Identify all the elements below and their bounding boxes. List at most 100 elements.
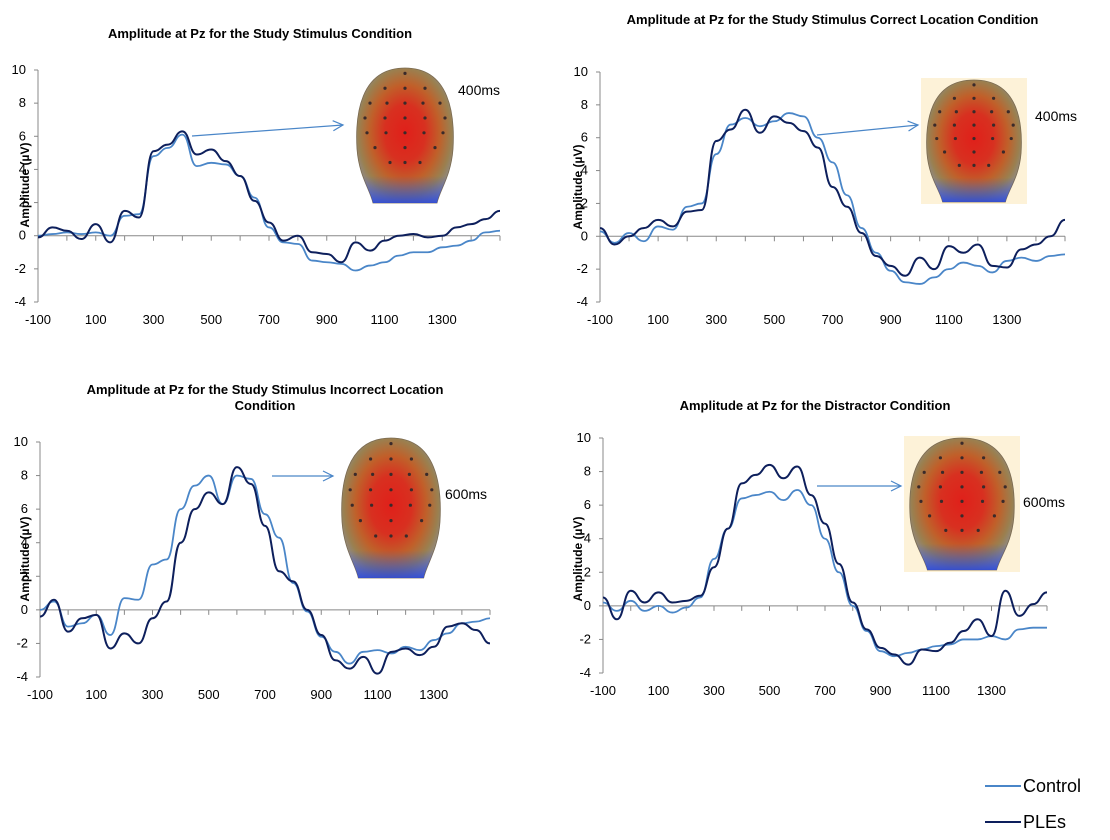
x-tick-label: 500 <box>764 312 786 327</box>
chart-title: Amplitude at Pz for the Study Stimulus C… <box>626 12 1039 27</box>
electrode-dot <box>420 519 424 523</box>
electrode-dot <box>403 146 407 150</box>
chart-panel-study-stimulus: Amplitude at Pz for the Study Stimulus C… <box>0 0 555 370</box>
electrode-dot <box>385 101 389 105</box>
electrode-dot <box>960 514 964 518</box>
electrode-dot <box>952 96 956 100</box>
electrode-dot <box>972 110 976 114</box>
electrode-dot <box>404 534 408 538</box>
electrode-dot <box>980 499 985 503</box>
chart-title: Amplitude at Pz for the Distractor Condi… <box>679 398 951 413</box>
electrode-dot <box>389 503 393 507</box>
x-tick-label: 1100 <box>364 687 392 702</box>
electrode-dot <box>1011 123 1015 127</box>
legend-label-ples: PLEs <box>1023 811 1067 832</box>
x-tick-label: 500 <box>759 683 781 698</box>
legend: Control PLEs <box>985 768 1081 840</box>
legend-item-ples: PLEs <box>985 804 1081 840</box>
chart-panel-distractor: Amplitude at Pz for the Distractor Condi… <box>555 370 1110 740</box>
electrode-dot <box>384 131 388 135</box>
series-line-ples <box>602 463 1048 666</box>
electrode-dot <box>374 534 378 538</box>
x-tick-label: 700 <box>814 683 836 698</box>
electrode-dot <box>371 472 375 476</box>
head-map-time-label: 600ms <box>445 486 488 502</box>
x-tick-label: 300 <box>142 687 164 702</box>
x-tick-label: 700 <box>822 312 844 327</box>
x-tick-label: 900 <box>310 687 332 702</box>
line-chart: -4 -2 0 2 4 6 8 10 -100 100 300 500 700 900 1100 1300 <box>577 430 1048 698</box>
electrode-dot <box>383 116 387 120</box>
legend-swatch-control <box>985 785 1021 787</box>
arrow-head <box>332 120 345 132</box>
y-tick-label: -2 <box>14 261 26 276</box>
line-chart: -4 -2 0 2 4 6 8 10 -100 100 300 500 700 900 1100 1300 <box>574 64 1066 327</box>
electrode-dot <box>433 146 437 150</box>
electrode-dot <box>389 442 393 446</box>
y-tick-label: 2 <box>581 195 588 210</box>
electrode-dot <box>928 514 932 518</box>
x-tick-label: 1300 <box>428 312 457 327</box>
electrode-dot <box>389 457 393 461</box>
y-tick-label: 0 <box>21 602 28 617</box>
electrode-dot <box>992 96 996 100</box>
x-tick-label: -100 <box>590 683 616 698</box>
legend-label-control: Control <box>1023 775 1082 796</box>
series-line-ples <box>599 108 1066 277</box>
x-tick-label: 300 <box>705 312 727 327</box>
electrode-dot <box>409 457 413 461</box>
line-chart: -4 -2 0 2 4 6 8 10 -100 100 300 500 700 900 1100 1300 <box>12 62 501 327</box>
x-tick-label: 700 <box>258 312 280 327</box>
head-map-shading <box>356 68 454 203</box>
x-tick-label: -100 <box>25 312 51 327</box>
electrode-dot <box>443 116 447 120</box>
legend-item-control: Control <box>985 768 1081 804</box>
electrode-dot <box>940 470 945 474</box>
electrode-dot <box>919 499 923 503</box>
x-tick-label: 700 <box>254 687 276 702</box>
x-tick-label: 1300 <box>977 683 1006 698</box>
electrode-dot <box>358 519 362 523</box>
x-tick-label: 900 <box>870 683 892 698</box>
x-tick-label: 500 <box>200 312 222 327</box>
electrode-dot <box>350 503 354 507</box>
electrode-dot <box>403 131 407 135</box>
electrode-dot <box>353 472 357 476</box>
y-tick-label: 4 <box>21 535 28 550</box>
electrode-dot <box>987 163 991 167</box>
x-tick-label: 1300 <box>992 312 1021 327</box>
x-tick-label: -100 <box>587 312 613 327</box>
electrode-dot <box>418 160 422 165</box>
y-tick-label: 4 <box>19 161 26 176</box>
y-tick-label: 10 <box>12 62 26 77</box>
x-tick-label: 300 <box>143 312 165 327</box>
x-tick-label: 900 <box>880 312 902 327</box>
electrode-dot <box>979 470 984 474</box>
y-tick-label: 6 <box>21 501 28 516</box>
electrode-dot <box>389 488 393 492</box>
y-tick-label: 2 <box>21 568 28 583</box>
y-tick-label: 0 <box>19 228 26 243</box>
y-tick-label: 2 <box>19 195 26 210</box>
electrode-dot <box>990 110 994 114</box>
y-tick-label: -4 <box>579 665 591 680</box>
electrode-dot <box>922 470 926 474</box>
x-tick-label: 100 <box>85 312 107 327</box>
y-tick-label: 4 <box>581 163 588 178</box>
y-tick-label: 0 <box>581 228 588 243</box>
electrode-dot <box>368 101 372 105</box>
electrode-dot <box>403 101 407 105</box>
y-tick-label: 6 <box>584 497 591 512</box>
electrode-dot <box>960 441 964 445</box>
y-tick-label: 8 <box>581 97 588 112</box>
electrode-dot <box>991 136 995 141</box>
y-tick-label: 6 <box>581 130 588 145</box>
legend-swatch-ples <box>985 821 1021 823</box>
electrode-dot <box>1003 485 1007 489</box>
electrode-dot <box>428 503 432 507</box>
head-map-time-label: 400ms <box>1035 108 1078 124</box>
electrode-dot <box>982 456 986 460</box>
arrow-head <box>890 480 903 492</box>
electrode-dot <box>944 528 948 532</box>
y-tick-label: -4 <box>16 669 28 684</box>
